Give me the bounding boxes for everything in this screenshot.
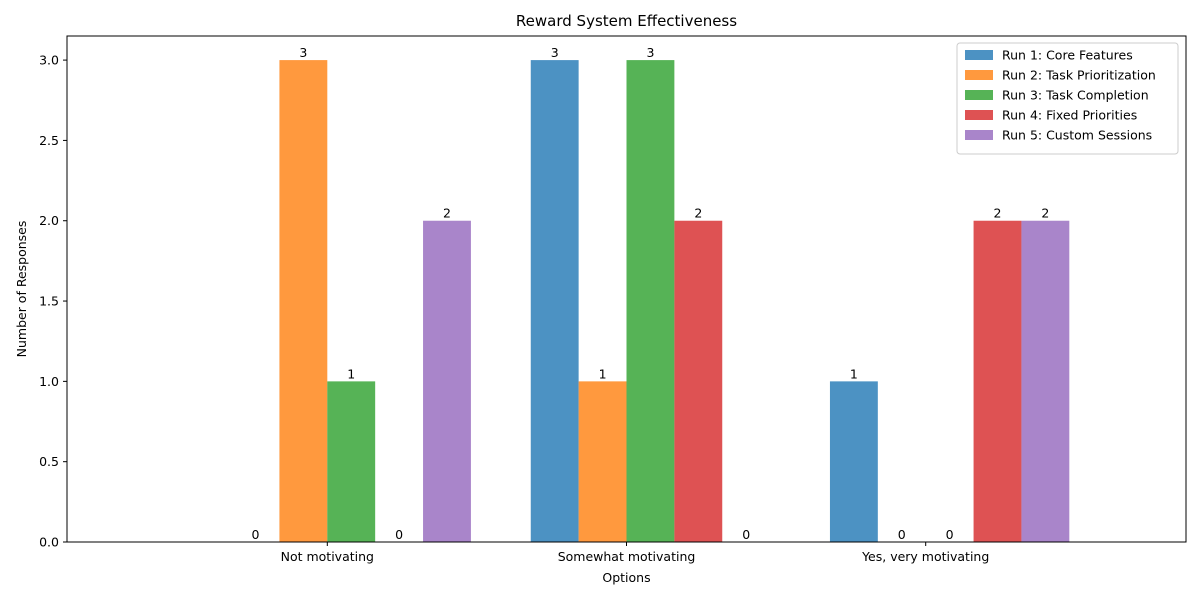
y-axis-label: Number of Responses: [14, 221, 29, 358]
bar-value-label: 0: [946, 527, 954, 542]
legend-box: [956, 42, 1179, 155]
bar-labels-group: 0 3 1 3 1 0 1 3 0 0 2 2 2 0 2: [252, 45, 1050, 542]
x-tick-label: Somewhat motivating: [558, 549, 696, 564]
bar-value-label: 2: [694, 206, 702, 221]
legend-swatch: [965, 70, 993, 80]
legend-entry: Run 1: Core Features: [1002, 48, 1133, 63]
bar-value-label: 1: [850, 366, 858, 381]
y-tick-label: 2.0: [39, 213, 59, 228]
legend-entry: Run 2: Task Prioritization: [1002, 68, 1156, 83]
legend-swatch: [965, 110, 993, 120]
x-axis-label: Options: [602, 570, 650, 585]
bars-group: [279, 60, 1070, 542]
bar-run4-cat3: [973, 220, 1022, 542]
legend-swatch: [965, 90, 993, 100]
chart-title: Reward System Effectiveness: [516, 12, 737, 30]
bar-run2-cat2: [578, 381, 627, 542]
bar-run3-cat1: [327, 381, 376, 542]
y-tick-label: 2.5: [39, 133, 59, 148]
bar-value-label: 3: [551, 45, 559, 60]
bar-run1-cat3: [829, 381, 878, 542]
bar-run5-cat3: [1021, 220, 1070, 542]
bar-value-label: 0: [252, 527, 260, 542]
y-tick-label: 0.5: [39, 454, 59, 469]
bar-value-label: 1: [347, 366, 355, 381]
legend-swatch: [965, 130, 993, 140]
bar-value-label: 3: [646, 45, 654, 60]
bar-value-label: 1: [599, 366, 607, 381]
y-tick-label: 1.5: [39, 294, 59, 309]
x-tick-label: Yes, very motivating: [861, 549, 989, 564]
bar-run3-cat2: [626, 60, 675, 542]
bar-run2-cat1: [279, 60, 328, 542]
plot-frame: [66, 35, 1187, 543]
legend-entry: Run 3: Task Completion: [1002, 88, 1149, 103]
bar-value-label: 2: [443, 206, 451, 221]
bar-value-label: 3: [299, 45, 307, 60]
x-tick-label: Not motivating: [281, 549, 374, 564]
x-axis-ticks: Not motivating Somewhat motivating Yes, ve…: [281, 542, 989, 564]
y-tick-label: 1.0: [39, 374, 59, 389]
legend-entry: Run 5: Custom Sessions: [1002, 128, 1152, 143]
legend: Run 1: Core Features Run 2: Task Prioriti…: [956, 42, 1179, 155]
bar-value-label: 0: [898, 527, 906, 542]
legend-entry: Run 4: Fixed Priorities: [1002, 108, 1137, 123]
bar-value-label: 2: [1041, 206, 1049, 221]
bar-run1-cat2: [530, 60, 579, 542]
y-tick-label: 0.0: [39, 535, 59, 550]
bar-run5-cat1: [423, 220, 471, 542]
bar-value-label: 0: [395, 527, 403, 542]
bar-run4-cat2: [674, 220, 723, 542]
bar-value-label: 0: [742, 527, 750, 542]
y-tick-label: 3.0: [39, 53, 59, 68]
legend-swatch: [965, 50, 993, 60]
bar-value-label: 2: [994, 206, 1002, 221]
y-axis-ticks: 0.0 0.5 1.0 1.5 2.0 2.5 3.0: [39, 53, 67, 550]
